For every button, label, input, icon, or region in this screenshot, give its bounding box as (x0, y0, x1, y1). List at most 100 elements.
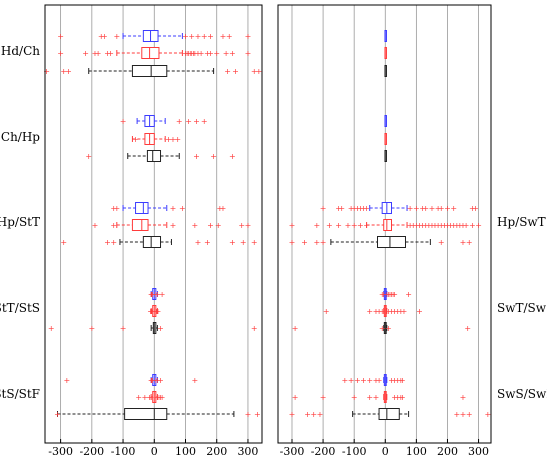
row-4-blue-outlier: + (149, 376, 156, 385)
row-4-blue-outlier: + (373, 376, 380, 385)
row-3-red-outlier: + (397, 307, 404, 316)
row-0-red-outlier: + (82, 49, 89, 58)
row-4-black-outlier: + (245, 410, 252, 419)
row-1-blue-outlier: + (120, 117, 127, 126)
row-2-red-outlier: + (441, 221, 448, 230)
row-1-blue-outlier: + (201, 117, 208, 126)
row-2-red-outlier: + (435, 221, 442, 230)
row-3-blue-outlier: + (390, 290, 397, 299)
row-2-red-outlier: + (463, 221, 470, 230)
row-2-black-outlier: + (229, 238, 236, 247)
row-4-blue-outlier: + (152, 376, 159, 385)
row-0-black-outlier: + (232, 67, 239, 76)
row-0-blue-outlier: + (113, 32, 120, 41)
row-3-blue-outlier: + (391, 290, 398, 299)
row-4-blue-outlier: + (397, 376, 404, 385)
row-1-blue-outlier: + (176, 117, 183, 126)
row-2-red-outlier: + (357, 221, 364, 230)
row-2-red-box (383, 219, 392, 231)
row-2-blue-outlier: + (110, 204, 117, 213)
row-2-black-outlier: + (438, 238, 445, 247)
row-2-black-outlier: + (195, 238, 202, 247)
row-2-blue-outlier: + (354, 204, 361, 213)
x-tick-label: -100 (342, 445, 367, 458)
row-4-blue-outlier: + (399, 376, 406, 385)
row-4-black-box (124, 408, 168, 420)
row-2-black-outlier: + (60, 238, 67, 247)
row-0-red-outlier: + (223, 49, 230, 58)
row-2-black-outlier: + (251, 238, 258, 247)
row-0-blue-outlier: + (195, 32, 202, 41)
row-3-red-outlier: + (416, 307, 423, 316)
row-label: Hp/StT (0, 215, 40, 229)
row-2-blue-outlier: + (179, 204, 186, 213)
row-2-red-outlier: + (351, 221, 358, 230)
row-0-red-outlier: + (204, 49, 211, 58)
row-2-black-outlier: + (104, 238, 111, 247)
x-tick-label: 100 (175, 445, 196, 458)
row-2-red-outlier: + (192, 221, 199, 230)
row-3-red-outlier: + (323, 307, 330, 316)
row-0-red-outlier: + (184, 49, 191, 58)
row-0-blue-outlier: + (98, 32, 105, 41)
row-2-black-outlier: + (240, 238, 247, 247)
row-2-blue-outlier: + (338, 204, 345, 213)
x-tick-label: -100 (111, 445, 136, 458)
row-3-blue-outlier: + (379, 290, 386, 299)
row-3-blue-outlier: + (148, 290, 155, 299)
row-4-blue-outlier: + (148, 376, 155, 385)
row-2-blue-outlier: + (413, 204, 420, 213)
x-tick-label: 300 (237, 445, 258, 458)
row-0-red-box (141, 47, 160, 59)
row-4-red-outlier: + (148, 393, 155, 402)
row-2-blue-outlier: + (320, 204, 327, 213)
row-0-red-outlier: + (57, 49, 64, 58)
row-3-red-outlier: + (385, 307, 392, 316)
row-4-blue-outlier: + (348, 376, 355, 385)
row-0-red-outlier: + (229, 49, 236, 58)
row-0-black-box (131, 65, 168, 77)
row-2-blue-outlier: + (335, 204, 342, 213)
row-4-black-outlier: + (460, 410, 467, 419)
row-4-black-outlier: + (289, 410, 296, 419)
row-0-black-outlier: + (251, 67, 258, 76)
row-2-red-outlier: + (289, 221, 296, 230)
row-0-red-outlier: + (192, 49, 199, 58)
row-2-red-outlier: + (314, 221, 321, 230)
row-2-red-outlier: + (444, 221, 451, 230)
row-2-red-outlier: + (326, 221, 333, 230)
row-3-blue-outlier: + (152, 290, 159, 299)
row-0-blue-outlier: + (182, 32, 189, 41)
row-3-red-outlier: + (376, 307, 383, 316)
row-1-red-outlier: + (170, 135, 177, 144)
row-3-red-outlier: + (152, 307, 159, 316)
row-2-black-outlier: + (466, 238, 473, 247)
row-4-black-outlier: + (466, 410, 473, 419)
row-4-black-outlier: + (304, 410, 311, 419)
row-label: Ch/Hp (1, 130, 40, 144)
row-4-blue-outlier: + (154, 376, 161, 385)
row-3-black-outlier: + (379, 324, 386, 333)
row-2-red-outlier: + (410, 221, 417, 230)
row-3-red-outlier: + (379, 307, 386, 316)
x-tick-label: -200 (79, 445, 104, 458)
row-0-red-outlier: + (198, 49, 205, 58)
row-label: Hd/Ch (1, 44, 40, 58)
row-4-blue-outlier: + (391, 376, 398, 385)
row-4-red-outlier: + (154, 393, 161, 402)
row-4-black-outlier: + (453, 410, 460, 419)
row-2-red-outlier: + (407, 221, 414, 230)
row-2-red-outlier: + (432, 221, 439, 230)
row-2-red-outlier: + (416, 221, 423, 230)
x-tick-label: 100 (406, 445, 427, 458)
row-0-black-outlier: + (65, 67, 72, 76)
row-0-blue-outlier: + (101, 32, 108, 41)
row-3-red-outlier: + (148, 307, 155, 316)
row-2-blue-outlier: + (438, 204, 445, 213)
row-0-red-outlier: + (182, 49, 189, 58)
row-4-black-outlier: + (310, 410, 317, 419)
row-1-black-outlier: + (85, 152, 92, 161)
row-2-red-outlier: + (453, 221, 460, 230)
x-tick-label: 200 (437, 445, 458, 458)
row-2-black-outlier: + (301, 238, 308, 247)
